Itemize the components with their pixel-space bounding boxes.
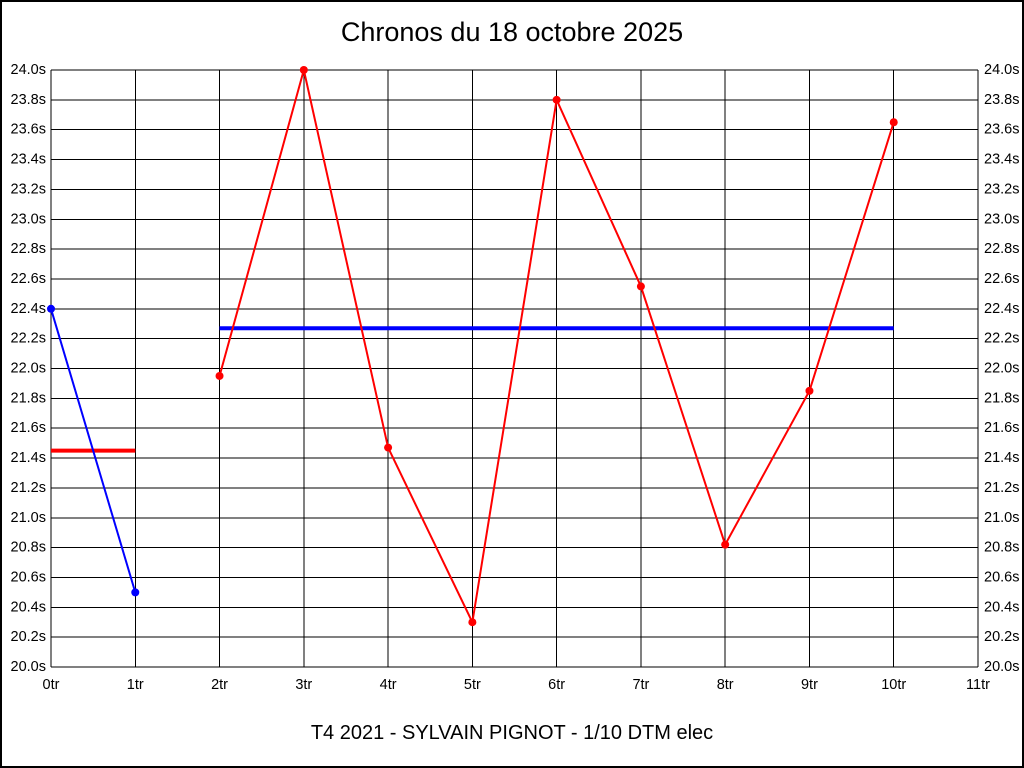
y-axis-tick-label-right: 22.0s xyxy=(984,361,1019,377)
y-axis-tick-label-right: 23.8s xyxy=(984,92,1019,108)
chart-title: Chronos du 18 octobre 2025 xyxy=(340,17,684,47)
y-axis-tick-label-right: 23.6s xyxy=(984,122,1019,138)
run-2-red-point-marker xyxy=(299,66,308,74)
y-axis-tick-label-right: 23.4s xyxy=(984,152,1019,168)
y-axis-tick-label-left: 20.0s xyxy=(11,659,46,675)
run-1-blue-point-marker xyxy=(131,588,140,597)
y-axis-tick-label-left: 21.0s xyxy=(11,510,46,526)
y-axis-tick-label-right: 22.2s xyxy=(984,331,1019,347)
x-axis-tick-label: 9tr xyxy=(801,677,818,693)
y-axis-tick-label-right: 21.6s xyxy=(984,420,1019,436)
run-2-red-point-marker xyxy=(721,540,730,549)
y-axis-tick-label-right: 20.2s xyxy=(984,629,1019,645)
y-axis-tick-label-right: 23.0s xyxy=(984,211,1019,227)
y-axis-tick-label-left: 21.6s xyxy=(11,420,46,436)
y-axis-tick-label-right: 22.8s xyxy=(984,241,1019,257)
y-axis-tick-label-right: 21.8s xyxy=(984,390,1019,406)
y-axis-tick-label-left: 20.4s xyxy=(11,599,46,615)
run-2-red-point-marker xyxy=(468,618,477,627)
y-axis-tick-label-right: 20.0s xyxy=(984,659,1019,675)
run-1-blue-point-marker xyxy=(47,304,55,313)
y-axis-tick-label-left: 23.0s xyxy=(11,211,46,227)
x-axis-tick-label: 1tr xyxy=(127,677,144,693)
x-axis-tick-label: 11tr xyxy=(966,677,990,693)
y-axis-tick-label-right: 24.0s xyxy=(984,62,1019,78)
y-axis-tick-label-left: 21.8s xyxy=(11,390,46,406)
y-axis-tick-label-left: 23.6s xyxy=(11,122,46,138)
y-axis-tick-label-left: 23.2s xyxy=(11,181,46,197)
x-axis-tick-label: 6tr xyxy=(548,677,565,693)
x-axis-tick-label: 3tr xyxy=(295,677,312,693)
y-axis-tick-label-left: 21.4s xyxy=(11,450,46,466)
y-axis-tick-label-left: 23.8s xyxy=(11,92,46,108)
chart-footer: T4 2021 - SYLVAIN PIGNOT - 1/10 DTM elec xyxy=(310,722,714,744)
y-axis-tick-label-right: 20.4s xyxy=(984,599,1019,615)
run-2-red-point-marker xyxy=(889,118,898,127)
y-axis-tick-label-right: 21.4s xyxy=(984,450,1019,466)
x-axis-tick-label: 7tr xyxy=(632,677,649,693)
y-axis-tick-label-right: 22.6s xyxy=(984,271,1019,287)
y-axis-tick-label-left: 22.4s xyxy=(11,301,46,317)
y-axis-tick-label-right: 20.6s xyxy=(984,569,1019,585)
y-axis-tick-label-left: 20.6s xyxy=(11,569,46,585)
x-axis-tick-label: 2tr xyxy=(211,677,228,693)
y-axis-tick-label-left: 23.4s xyxy=(11,152,46,168)
x-axis-tick-label: 5tr xyxy=(464,677,481,693)
run-2-red-point-marker xyxy=(384,443,393,452)
y-axis-tick-label-right: 20.8s xyxy=(984,540,1019,556)
y-axis-tick-label-right: 21.2s xyxy=(984,480,1019,496)
y-axis-tick-label-left: 24.0s xyxy=(11,62,46,78)
run-1-blue-line xyxy=(50,308,137,593)
run-2-red-point-marker xyxy=(215,371,224,380)
y-axis-tick-label-left: 22.6s xyxy=(11,271,46,287)
run-2-red-point-marker xyxy=(552,95,561,104)
y-axis-tick-label-left: 20.2s xyxy=(11,629,46,645)
run-2-red-point-marker xyxy=(805,386,814,395)
y-axis-tick-label-right: 21.0s xyxy=(984,510,1019,526)
x-axis-tick-label: 0tr xyxy=(43,677,60,693)
run-2-red-point-marker xyxy=(636,282,645,291)
y-axis-tick-label-left: 22.8s xyxy=(11,241,46,257)
y-axis-tick-label-left: 20.8s xyxy=(11,540,46,556)
x-axis-tick-label: 4tr xyxy=(380,677,397,693)
y-axis-tick-label-left: 22.2s xyxy=(11,331,46,347)
y-axis-tick-label-left: 22.0s xyxy=(11,361,46,377)
x-axis-tick-label: 10tr xyxy=(881,677,906,693)
y-axis-tick-label-right: 23.2s xyxy=(984,181,1019,197)
x-axis-tick-label: 8tr xyxy=(717,677,734,693)
y-axis-tick-label-left: 21.2s xyxy=(11,480,46,496)
y-axis-tick-label-right: 22.4s xyxy=(984,301,1019,317)
